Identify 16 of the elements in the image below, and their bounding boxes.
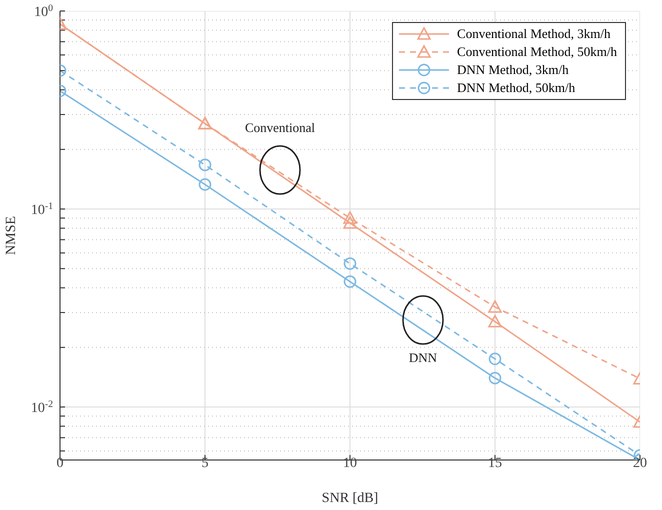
legend-label: DNN Method, 50km/h (457, 80, 576, 96)
x-tick-label: 0 (56, 456, 64, 471)
x-tick-label: 5 (202, 456, 208, 471)
legend-label: Conventional Method, 50km/h (457, 44, 617, 60)
y-axis-title: NMSE (4, 216, 19, 255)
annotation: Conventional (244, 120, 316, 135)
y-tick-label: 10$^{-2}$ (30, 398, 54, 416)
legend-label: Conventional Method, 3km/h (457, 26, 610, 42)
x-tick-label: 20 (633, 456, 647, 471)
x-tick-label: 10 (343, 456, 357, 471)
y-tick-label: 10$^{0}$ (34, 2, 54, 20)
legend-label: DNN Method, 3km/h (457, 62, 569, 78)
y-tick-label: 10$^{-1}$ (30, 200, 54, 218)
x-axis-title: SNR [dB] (322, 491, 378, 506)
annotation: DNN (408, 350, 438, 365)
x-tick-label: 15 (488, 456, 502, 471)
